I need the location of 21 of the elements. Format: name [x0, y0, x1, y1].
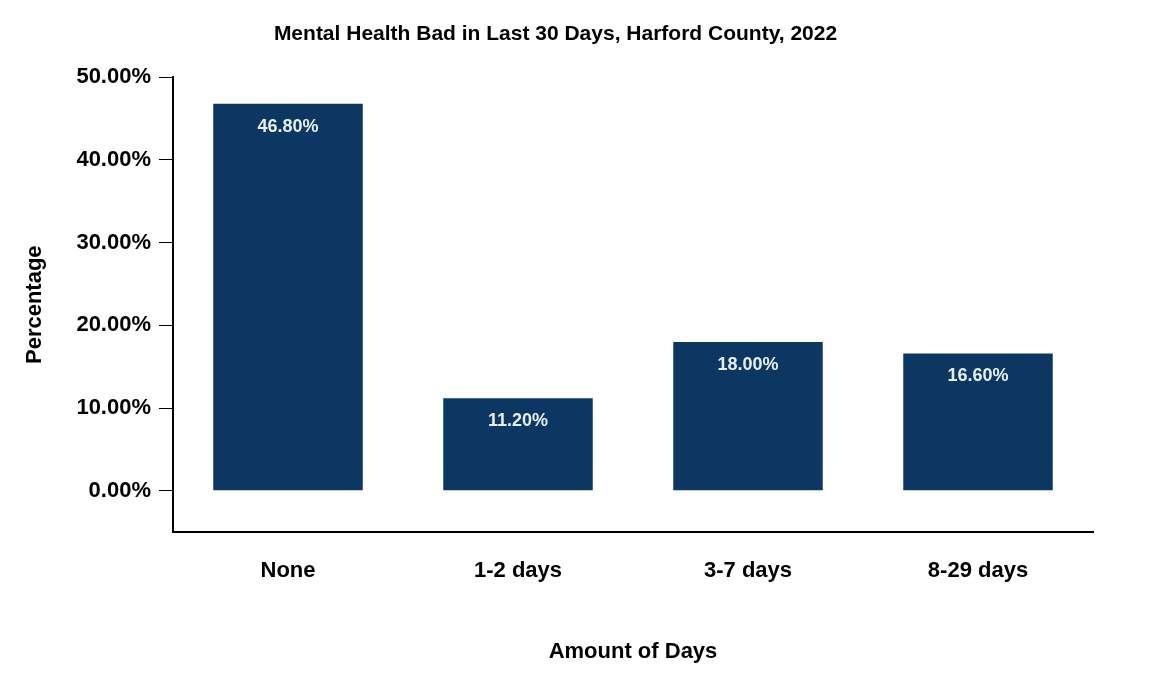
x-tick-label: None: [260, 557, 316, 583]
y-tick-label: 40.00%: [76, 145, 152, 171]
y-tick-label: 10.00%: [76, 394, 152, 420]
x-tick-label: 1-2 days: [473, 557, 563, 583]
x-axis-title: Amount of Days: [548, 637, 718, 663]
data-label: 18.00%: [717, 353, 779, 374]
bar: [443, 398, 593, 491]
data-label: 46.80%: [257, 115, 319, 136]
y-tick-label: 50.00%: [76, 63, 152, 89]
data-label: 11.20%: [487, 410, 549, 431]
bar: [673, 341, 823, 491]
data-label: 16.60%: [947, 365, 1009, 386]
x-tick-label: 8-29 days: [927, 557, 1029, 583]
x-tick-label: 3-7 days: [703, 557, 793, 583]
chart-title: Mental Health Bad in Last 30 Days, Harford County, 2022: [273, 21, 838, 45]
y-tick-label: 0.00%: [88, 476, 152, 502]
bar: [903, 353, 1053, 491]
y-tick-label: 30.00%: [76, 228, 152, 254]
bar: [213, 103, 363, 491]
y-tick-label: 20.00%: [76, 311, 152, 337]
y-axis-title: Percentage: [21, 245, 47, 365]
